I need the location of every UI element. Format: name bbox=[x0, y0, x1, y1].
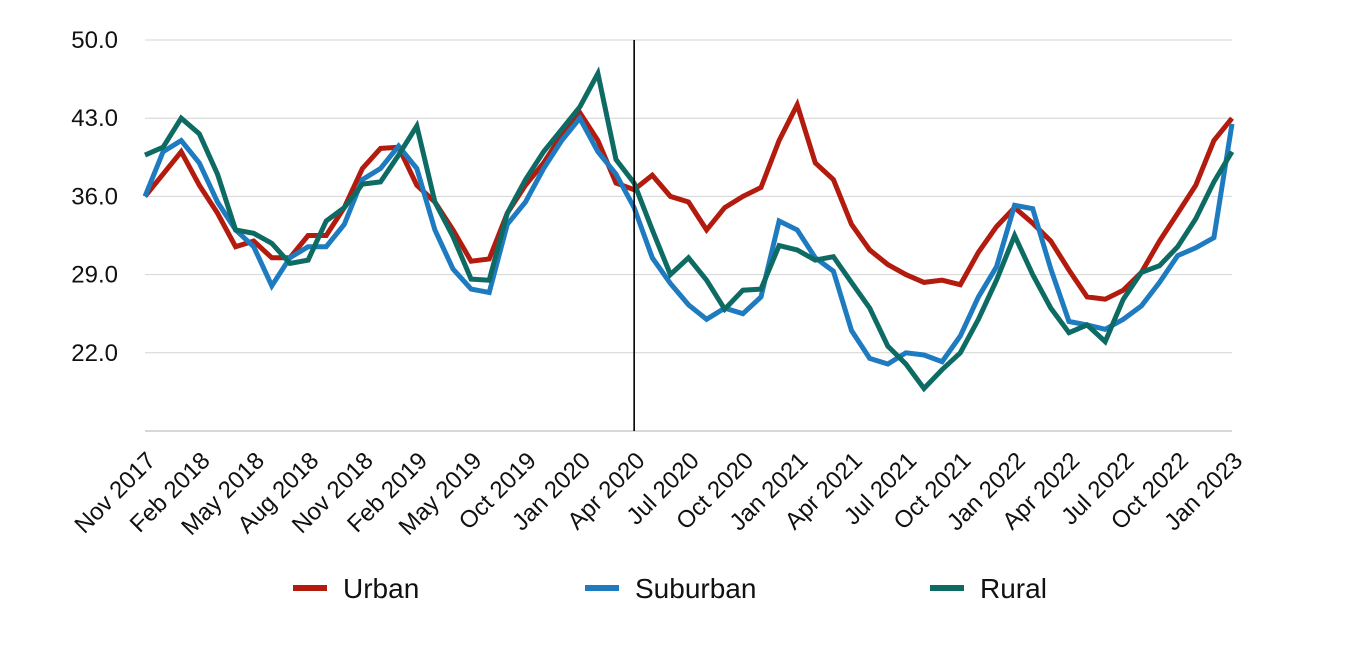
y-tick-label: 50.0 bbox=[71, 27, 118, 54]
series-line-suburban bbox=[142, 113, 1235, 367]
y-tick-label: 36.0 bbox=[71, 183, 118, 210]
legend: Urban Suburban Rural bbox=[293, 573, 1047, 604]
legend-label-suburban: Suburban bbox=[635, 573, 756, 604]
y-tick-label: 29.0 bbox=[71, 262, 118, 289]
y-tick-label: 43.0 bbox=[71, 105, 118, 132]
series-lines bbox=[142, 66, 1235, 393]
y-tick-label: 22.0 bbox=[71, 340, 118, 367]
y-axis-tick-labels: 50.0 43.0 36.0 29.0 22.0 bbox=[71, 27, 118, 367]
series-line-rural bbox=[143, 66, 1235, 393]
series-line-urban bbox=[143, 98, 1234, 302]
legend-label-urban: Urban bbox=[343, 573, 419, 604]
legend-label-rural: Rural bbox=[980, 573, 1047, 604]
